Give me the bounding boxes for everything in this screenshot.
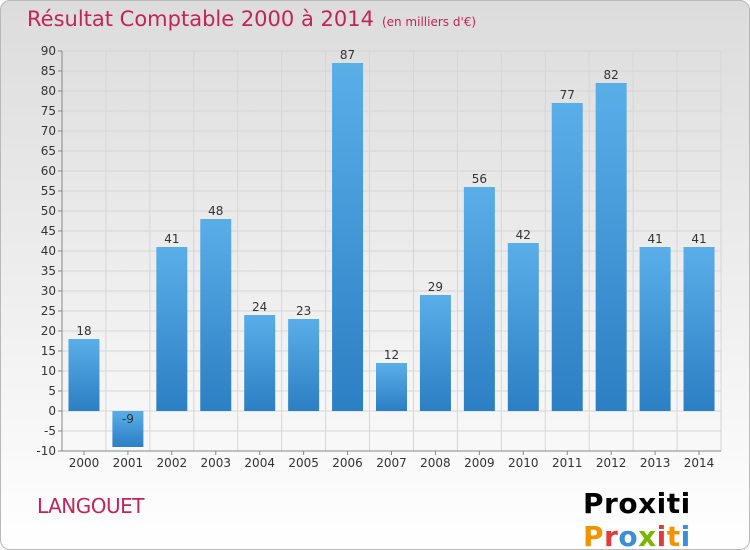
logo-letter: i [680, 520, 691, 550]
y-tick-label: 35 [41, 264, 56, 278]
y-tick-label: 50 [41, 204, 56, 218]
data-label: 18 [76, 324, 91, 338]
y-tick-label: 20 [41, 324, 56, 338]
y-tick-label: 85 [41, 64, 56, 78]
y-tick-label: 80 [41, 84, 56, 98]
y-tick-label: -5 [44, 424, 56, 438]
y-tick-label: 65 [41, 144, 56, 158]
x-tick-label: 2007 [376, 456, 407, 470]
bar [112, 411, 144, 447]
logo-letter: r [604, 520, 619, 550]
bar [376, 363, 407, 411]
x-tick-label: 2012 [596, 456, 627, 470]
y-tick-label: 40 [41, 244, 56, 258]
x-tick-label: 2000 [69, 456, 100, 470]
x-tick-label: 2006 [332, 456, 363, 470]
data-label: 82 [604, 68, 619, 82]
bar [639, 247, 671, 411]
x-tick-label: 2011 [552, 456, 583, 470]
data-label: 42 [516, 228, 531, 242]
chart-subtitle: (en milliers d'€) [381, 15, 477, 29]
x-tick-label: 2008 [420, 456, 451, 470]
proxiti-logo[interactable]: Proxiti Proxiti [583, 487, 749, 550]
y-tick-label: 45 [41, 224, 56, 238]
data-label: 48 [208, 204, 223, 218]
data-label: 56 [472, 172, 487, 186]
logo-letter: P [583, 520, 605, 550]
bar [244, 315, 276, 411]
axes: -10 -5 0 5 10 15 20 25 30 35 40 45 50 55 60 65 70 75 80 85 9… [36, 44, 721, 470]
bar [200, 219, 232, 411]
logo-letter: o [618, 520, 639, 550]
y-tick-label: 55 [41, 184, 56, 198]
y-tick-label: -10 [36, 444, 56, 458]
x-tick-label: 2004 [244, 456, 275, 470]
data-label: 24 [252, 300, 267, 314]
logo-letter: i [656, 520, 667, 550]
data-label: 41 [647, 232, 662, 246]
bar [551, 103, 583, 411]
y-tick-label: 70 [41, 124, 56, 138]
y-tick-label: 75 [41, 104, 56, 118]
data-label: 41 [691, 232, 706, 246]
bar [507, 243, 539, 411]
bar [463, 187, 495, 411]
y-tick-label: 0 [48, 404, 56, 418]
x-tick-label: 2005 [288, 456, 319, 470]
y-tick-label: 60 [41, 164, 56, 178]
bar [332, 63, 364, 411]
x-tick-label: 2001 [113, 456, 144, 470]
data-label: 23 [296, 304, 311, 318]
x-tick-label: 2010 [508, 456, 539, 470]
bar [68, 339, 100, 411]
logo-text: Proxiti [583, 487, 691, 520]
data-label: 12 [384, 348, 399, 362]
commune-name: LANGOUET [37, 494, 144, 518]
labels: 18 -9 41 48 24 23 87 12 29 56 42 77 82 41 41 [76, 48, 706, 426]
x-tick-label: 2014 [684, 456, 715, 470]
x-tick-label: 2002 [157, 456, 188, 470]
y-tick-label: 5 [48, 384, 56, 398]
x-tick-label: 2009 [464, 456, 495, 470]
data-label: 77 [560, 88, 575, 102]
logo-letter: t [666, 520, 681, 550]
y-tick-label: 90 [41, 44, 56, 58]
y-tick-label: 10 [41, 364, 56, 378]
bars [68, 63, 715, 447]
bar [156, 247, 188, 411]
y-tick-label: 15 [41, 344, 56, 358]
y-tick-label: 25 [41, 304, 56, 318]
y-tick-label: 30 [41, 284, 56, 298]
x-tick-label: 2003 [200, 456, 231, 470]
logo-letters: Proxiti [583, 520, 691, 550]
bar [419, 295, 451, 411]
bar [683, 247, 715, 411]
data-label: 87 [340, 48, 355, 62]
bar [595, 83, 627, 411]
data-label: 41 [164, 232, 179, 246]
chart-title: Résultat Comptable 2000 à 2014 (en millie… [27, 7, 476, 31]
bar [288, 319, 320, 411]
data-label: -9 [122, 412, 134, 426]
chart-title-text: Résultat Comptable 2000 à 2014 [27, 7, 374, 31]
x-tick-label: 2013 [640, 456, 671, 470]
logo-letter: x [638, 520, 657, 550]
data-label: 29 [428, 280, 443, 294]
